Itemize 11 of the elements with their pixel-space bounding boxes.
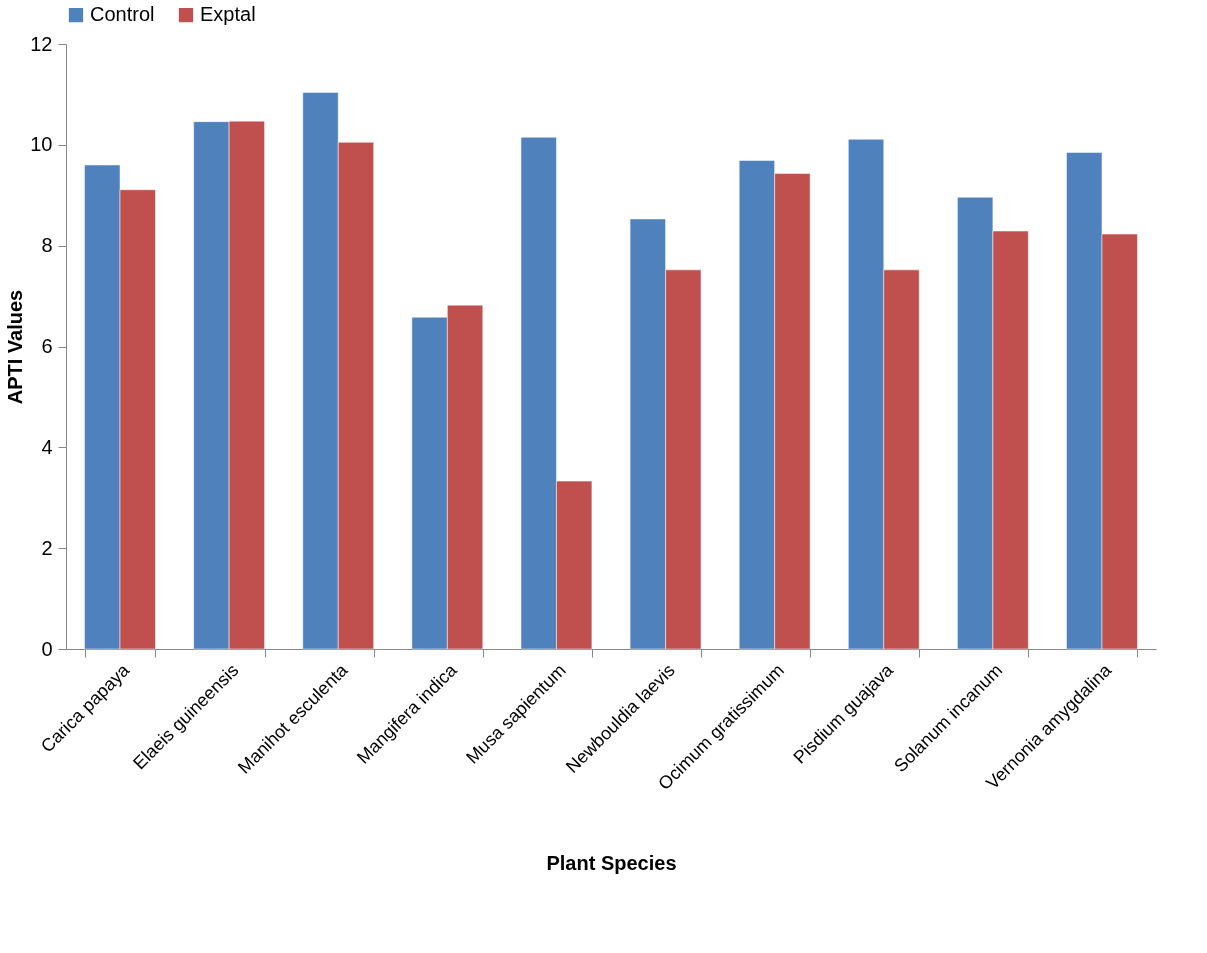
y-tick-label: 2: [41, 536, 53, 559]
y-tick-label: 0: [41, 637, 53, 660]
y-tick-label: 4: [41, 435, 53, 458]
y-tick-label: 6: [41, 335, 53, 357]
y-tick-label: 8: [41, 234, 53, 257]
y-tick-label: 10: [30, 133, 53, 156]
y-tick-label: 12: [30, 32, 53, 55]
legend-label: Control: [90, 3, 155, 26]
legend-label: Exptal: [200, 3, 256, 26]
y-axis-title: APTI Values: [4, 289, 27, 405]
x-axis-title: Plant Species: [546, 851, 677, 874]
